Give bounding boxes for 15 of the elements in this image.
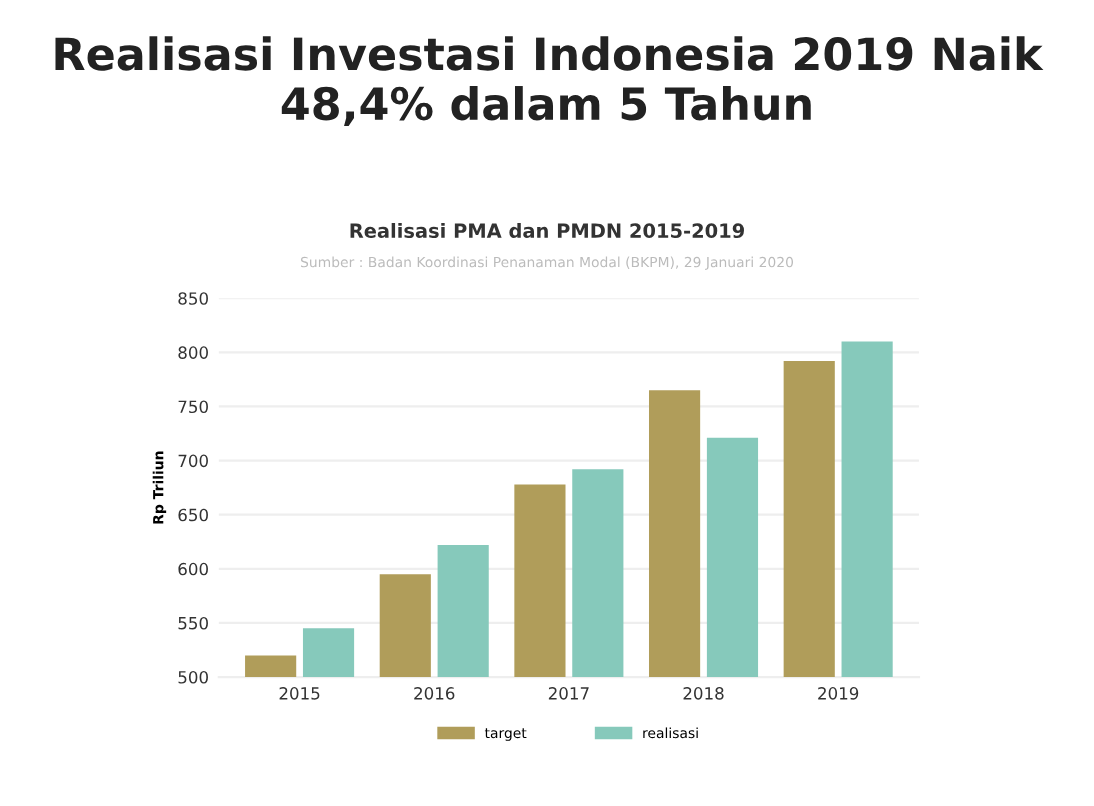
x-tick-label: 2016 [414, 687, 455, 700]
y-tick-label: 500 [178, 671, 208, 684]
y-tick-label: 700 [178, 454, 208, 468]
chart-title: Realisasi Investasi Indonesia 2019 Naik 48,4% dalam 5 Tahun [55, 36, 1044, 127]
y-tick-label: 750 [178, 400, 208, 414]
y-tick-label: 800 [178, 346, 208, 359]
y-tick-label: 550 [178, 616, 208, 630]
chart-subtitle: Realisasi PMA dan PMDN 2015-2019 [350, 222, 744, 239]
x-tick-label: 2018 [683, 687, 724, 700]
x-tick-label: 2017 [548, 687, 589, 700]
y-tick-label: 850 [178, 292, 208, 305]
x-tick-label: 2019 [818, 687, 859, 700]
y-tick-label: 650 [178, 508, 208, 522]
x-tick-label: 2015 [279, 687, 320, 700]
y-tick-label: 600 [178, 562, 208, 576]
